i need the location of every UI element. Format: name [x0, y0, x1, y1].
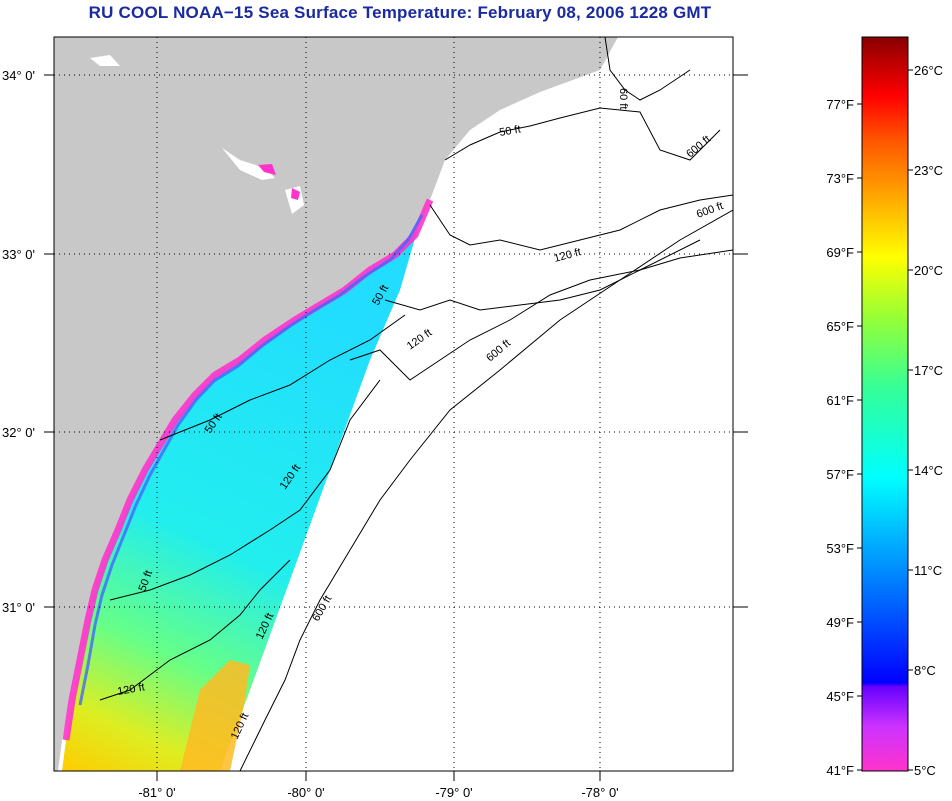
colorbar-f-label: 45°F	[826, 689, 854, 704]
lat-label-34: 34° 0'	[2, 68, 35, 83]
colorbar-f-label: 69°F	[826, 245, 854, 260]
colorbar-f-label: 49°F	[826, 615, 854, 630]
colorbar-c-label: 11°C	[914, 563, 942, 578]
land-area	[54, 37, 618, 771]
map-frame	[53, 36, 734, 772]
map-title: RU COOL NOAA−15 Sea Surface Temperature:…	[88, 3, 712, 22]
lon-label-78: -78° 0'	[581, 785, 618, 800]
colorbar-c-label: 5°C	[914, 763, 936, 778]
contour-label: 50 ft	[498, 123, 521, 139]
colorbar-gradient	[861, 36, 909, 772]
colorbar-c-label: 14°C	[914, 463, 943, 478]
colorbar-f-label: 77°F	[826, 97, 854, 112]
axis-ticks	[44, 74, 748, 781]
colorbar-c-label: 23°C	[914, 163, 943, 178]
lat-label-33: 33° 0'	[2, 247, 35, 262]
lon-label-81: -81° 0'	[138, 785, 175, 800]
contour-label: 60 ft	[617, 88, 629, 109]
lat-label-32: 32° 0'	[2, 425, 35, 440]
colorbar-f-label: 41°F	[826, 763, 854, 778]
colorbar-c-label: 26°C	[914, 63, 943, 78]
colorbar: 41°F 45°F 49°F 53°F 57°F 61°F 65°F 69°F …	[826, 36, 943, 778]
map-panel[interactable]	[54, 37, 733, 771]
contour-label: 120 ft	[116, 681, 145, 698]
lon-label-80: -80° 0'	[287, 785, 324, 800]
colorbar-f-label: 65°F	[826, 319, 854, 334]
sst-swath	[62, 228, 418, 771]
colorbar-f-label: 73°F	[826, 171, 854, 186]
colorbar-f-label: 61°F	[826, 393, 854, 408]
colorbar-f-label: 53°F	[826, 541, 854, 556]
lon-label-79: -79° 0'	[435, 785, 472, 800]
lat-label-31: 31° 0'	[2, 600, 35, 615]
colorbar-c-label: 8°C	[914, 663, 936, 678]
colorbar-c-label: 20°C	[914, 263, 943, 278]
colorbar-f-label: 57°F	[826, 467, 854, 482]
colorbar-c-label: 17°C	[914, 363, 943, 378]
